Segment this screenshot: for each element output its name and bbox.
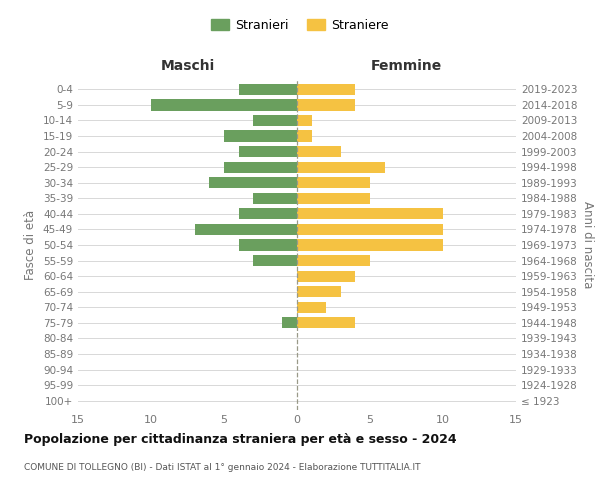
Bar <box>297 302 326 313</box>
Text: COMUNE DI TOLLEGNO (BI) - Dati ISTAT al 1° gennaio 2024 - Elaborazione TUTTITALI: COMUNE DI TOLLEGNO (BI) - Dati ISTAT al … <box>24 462 421 471</box>
Bar <box>297 177 370 188</box>
Bar <box>253 192 297 204</box>
Bar <box>151 100 297 110</box>
Bar <box>209 177 297 188</box>
Bar <box>224 130 297 141</box>
Bar <box>297 84 355 95</box>
Y-axis label: Anni di nascita: Anni di nascita <box>581 202 594 288</box>
Y-axis label: Fasce di età: Fasce di età <box>25 210 37 280</box>
Bar <box>224 162 297 173</box>
Text: Femmine: Femmine <box>371 60 442 74</box>
Bar <box>297 192 370 204</box>
Bar <box>239 84 297 95</box>
Bar <box>283 317 297 328</box>
Bar <box>297 130 311 141</box>
Legend: Stranieri, Straniere: Stranieri, Straniere <box>206 14 394 37</box>
Bar <box>297 162 385 173</box>
Bar <box>297 100 355 110</box>
Bar <box>297 208 443 220</box>
Text: Maschi: Maschi <box>160 60 215 74</box>
Bar <box>239 146 297 157</box>
Bar <box>297 317 355 328</box>
Bar <box>239 240 297 250</box>
Bar <box>297 286 341 298</box>
Text: Popolazione per cittadinanza straniera per età e sesso - 2024: Popolazione per cittadinanza straniera p… <box>24 432 457 446</box>
Bar <box>297 146 341 157</box>
Bar <box>297 270 355 281</box>
Bar <box>239 208 297 220</box>
Bar <box>297 255 370 266</box>
Bar <box>195 224 297 235</box>
Bar <box>253 255 297 266</box>
Bar <box>297 115 311 126</box>
Bar <box>253 115 297 126</box>
Bar <box>297 224 443 235</box>
Bar <box>297 240 443 250</box>
